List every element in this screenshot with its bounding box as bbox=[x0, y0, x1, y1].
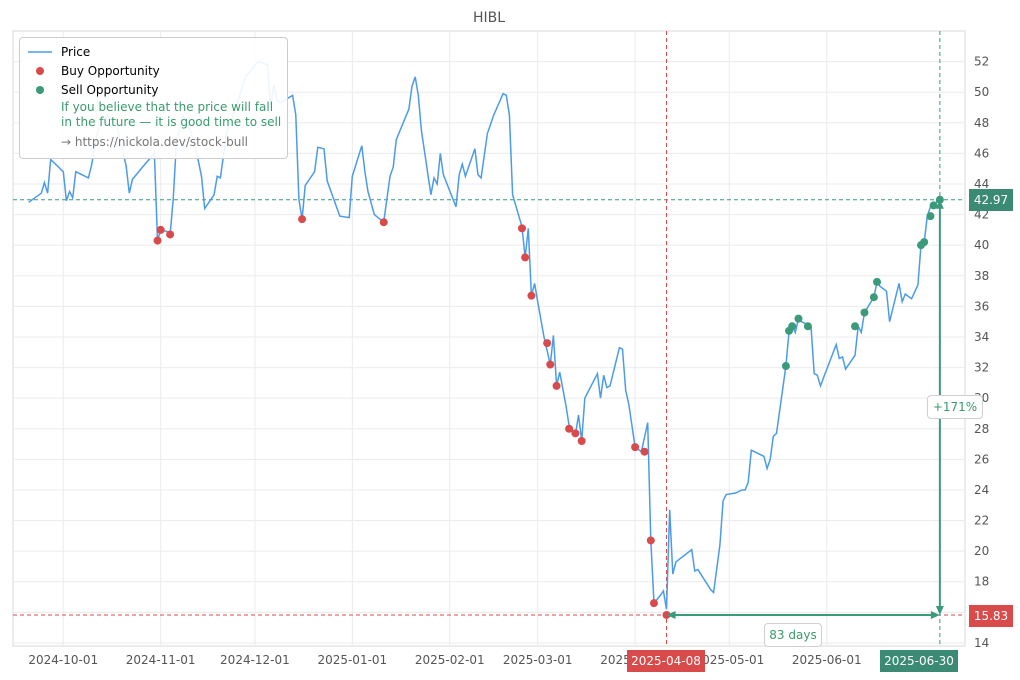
buy-point bbox=[631, 443, 640, 452]
sell-point bbox=[788, 322, 797, 331]
sell-point bbox=[851, 322, 860, 331]
high-date-tag: 2025-06-30 bbox=[880, 650, 958, 672]
buy-point bbox=[649, 599, 658, 608]
buy-point bbox=[577, 437, 586, 445]
legend-label-sell: Sell Opportunity bbox=[61, 83, 159, 97]
y-tick-label: 36 bbox=[974, 299, 989, 313]
y-tick-label: 40 bbox=[974, 238, 989, 252]
sell-point bbox=[803, 322, 812, 331]
sell-point bbox=[920, 238, 929, 247]
buy-point bbox=[552, 381, 561, 390]
legend-swatch-sell bbox=[36, 86, 44, 94]
buy-point bbox=[565, 424, 574, 433]
buy-point bbox=[527, 291, 536, 300]
x-tick-label: 2025-01-01 bbox=[317, 653, 387, 667]
y-tick-label: 20 bbox=[974, 544, 989, 558]
y-tick-label: 34 bbox=[974, 330, 989, 344]
x-tick-label: 2025-03-01 bbox=[503, 653, 573, 667]
buy-point bbox=[153, 236, 162, 245]
buy-point bbox=[298, 215, 307, 224]
sell-point bbox=[860, 308, 869, 317]
y-tick-label: 44 bbox=[974, 177, 989, 191]
y-tick-label: 48 bbox=[974, 116, 989, 130]
y-tick-label: 38 bbox=[974, 269, 989, 283]
duration-arrow-head-right bbox=[930, 610, 940, 619]
x-tick-label: 2024-11-01 bbox=[126, 653, 196, 667]
buy-point bbox=[521, 253, 530, 262]
buy-point bbox=[517, 224, 526, 233]
buy-point bbox=[379, 218, 388, 227]
duration-arrow-head-left bbox=[666, 610, 676, 619]
sell-point bbox=[781, 362, 790, 371]
buy-point bbox=[543, 339, 552, 348]
sell-point bbox=[926, 212, 935, 221]
y-tick-label: 42 bbox=[974, 208, 989, 222]
sell-point bbox=[869, 293, 878, 302]
plot-area bbox=[12, 30, 966, 647]
legend-swatch-line bbox=[28, 51, 52, 53]
legend-label-price: Price bbox=[61, 45, 91, 59]
gain-arrow-head-bottom bbox=[935, 605, 944, 615]
y-tick-label: 32 bbox=[974, 361, 989, 375]
y-tick-label: 26 bbox=[974, 452, 989, 466]
gain-label: +171% bbox=[927, 395, 983, 419]
x-tick-label: 2025-06-01 bbox=[792, 653, 862, 667]
sell-point bbox=[794, 314, 803, 323]
sell-points bbox=[781, 195, 944, 371]
buy-point bbox=[156, 225, 165, 234]
y-tick-label: 14 bbox=[974, 636, 989, 650]
chart-title: HIBL bbox=[472, 10, 506, 26]
legend-swatch-buy bbox=[36, 67, 44, 75]
low-price-tag: 15.83 bbox=[969, 605, 1013, 627]
legend-note-line2: in the future — it is good time to sell bbox=[61, 115, 282, 129]
buy-points bbox=[153, 215, 671, 619]
grid bbox=[13, 31, 965, 646]
legend-note-line1: If you believe that the price will fall bbox=[61, 100, 274, 114]
sell-point bbox=[873, 277, 882, 286]
y-tick-label: 18 bbox=[974, 575, 989, 589]
buy-point bbox=[166, 230, 175, 239]
y-tick-label: 52 bbox=[974, 55, 989, 69]
gain-arrow-head-top bbox=[935, 199, 944, 209]
legend: Price Buy Opportunity Sell Opportunity I… bbox=[19, 37, 288, 159]
measure-arrows bbox=[666, 199, 944, 619]
x-axis-ticks: 2024-10-01 2024-11-01 2024-12-01 2025-01-01… bbox=[28, 653, 861, 667]
y-tick-label: 24 bbox=[974, 483, 989, 497]
sell-point bbox=[929, 201, 938, 210]
y-tick-label: 50 bbox=[974, 85, 989, 99]
x-tick-label: 2024-10-01 bbox=[28, 653, 98, 667]
y-tick-label: 46 bbox=[974, 146, 989, 160]
legend-note: If you believe that the price will fall … bbox=[61, 100, 281, 130]
buy-point bbox=[546, 360, 555, 369]
x-tick-label: 2024-12-01 bbox=[220, 653, 290, 667]
buy-point bbox=[571, 429, 580, 438]
legend-link[interactable]: → https://nickola.dev/stock-bull bbox=[61, 135, 248, 149]
duration-label: 83 days bbox=[764, 623, 822, 647]
low-date-tag: 2025-04-08 bbox=[627, 650, 705, 672]
y-tick-label: 28 bbox=[974, 422, 989, 436]
x-tick-label: 2025-05-01 bbox=[694, 653, 764, 667]
high-price-tag: 42.97 bbox=[969, 189, 1013, 211]
buy-point bbox=[646, 536, 655, 545]
x-tick-label: 2025-02-01 bbox=[415, 653, 485, 667]
y-axis-ticks: 1416182022242628303234363840424446485052 bbox=[974, 55, 989, 650]
legend-label-buy: Buy Opportunity bbox=[61, 64, 160, 78]
buy-point bbox=[640, 447, 649, 456]
y-tick-label: 22 bbox=[974, 514, 989, 528]
